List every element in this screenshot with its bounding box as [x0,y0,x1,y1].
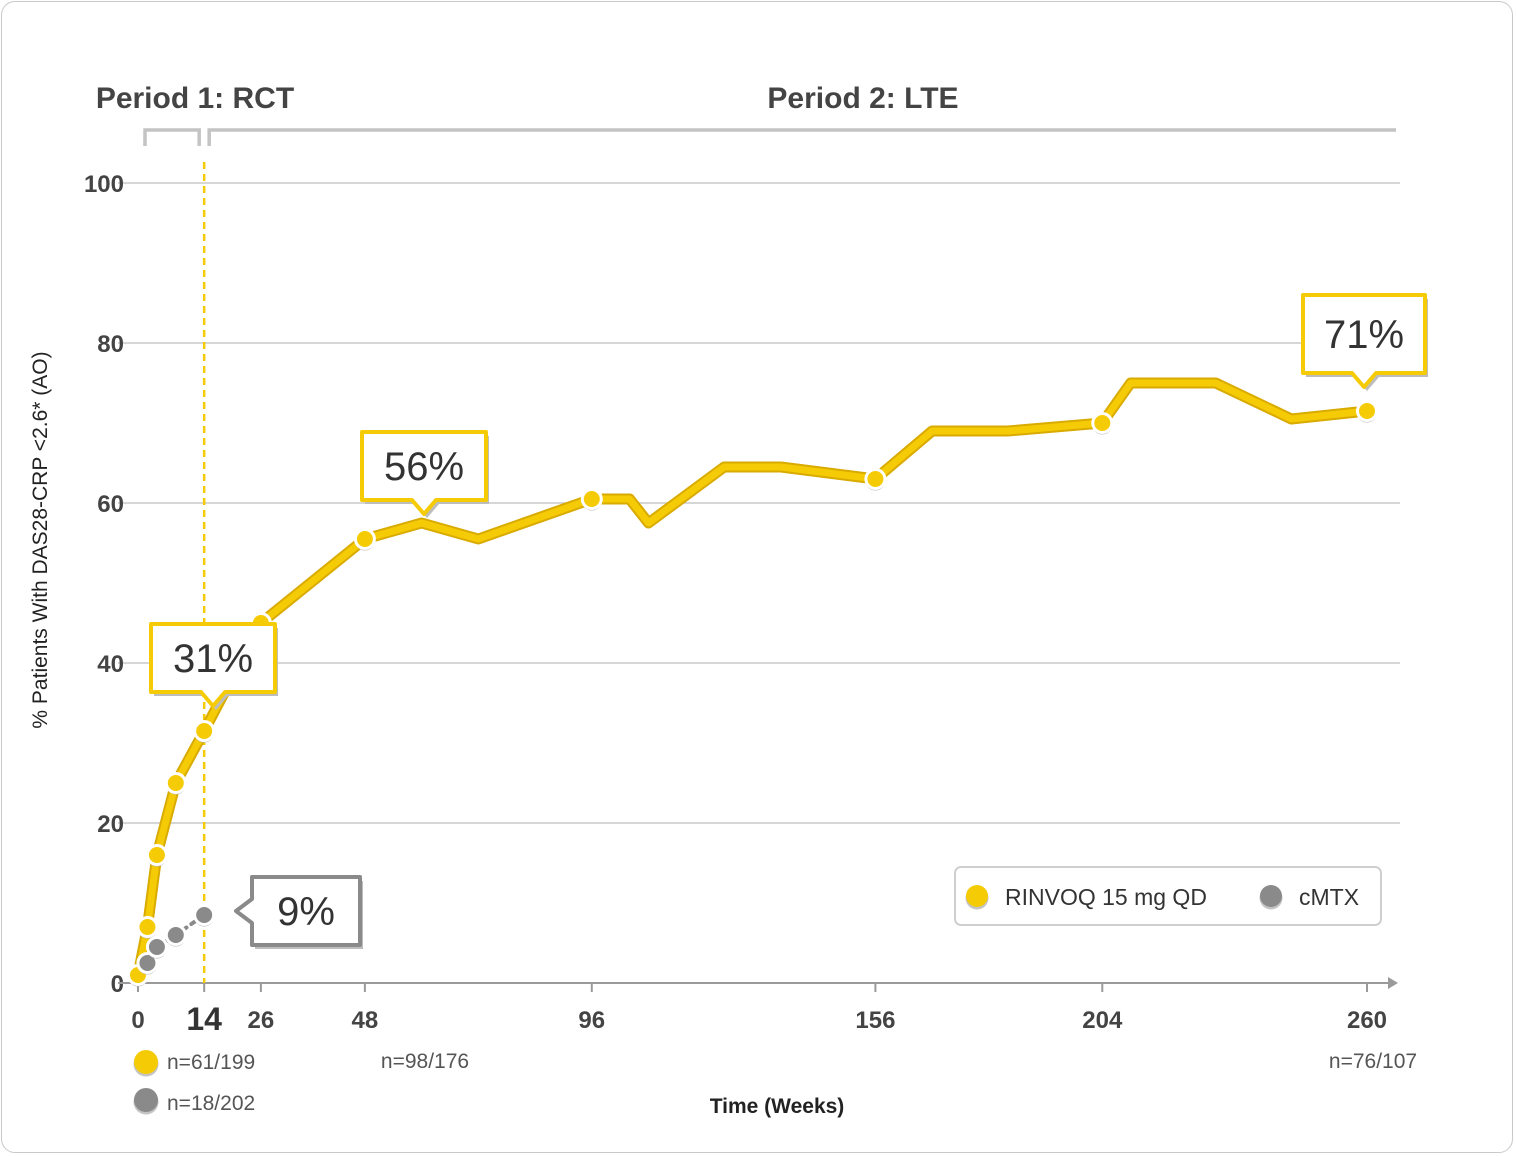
callout-9pct: 9% [234,875,363,949]
n-label: n=98/176 [381,1050,469,1073]
cmtx-point [193,904,216,926]
x-axis-arrow [1388,977,1398,989]
y-tick-label: 60 [97,491,124,518]
callout-box [234,875,362,947]
x-tick-label: 156 [855,1007,895,1034]
callout-text: 9% [277,890,335,934]
n-label: n=76/107 [1329,1050,1417,1073]
rinvoq-point [193,720,216,742]
x-tick-label: 48 [352,1007,379,1034]
callout-31pct: 31% [149,622,278,710]
n-label-dot [134,1088,158,1112]
x-tick-label: 260 [1347,1007,1387,1034]
cmtx-point [145,936,168,958]
period-1-bracket [143,128,201,146]
rinvoq-point [580,488,603,510]
n-label: n=61/199 [167,1051,255,1074]
rinvoq-point [864,468,887,490]
rinvoq-point [145,844,168,866]
x-axis-label: Time (Weeks) [710,1095,845,1118]
callout-box [149,622,277,708]
y-tick-label: 80 [97,331,124,358]
x-tick-label: 0 [131,1007,144,1034]
rinvoq-point [1356,400,1378,422]
y-axis-label: % Patients With DAS28-CRP <2.6* (AO) [29,351,52,728]
period-2-bracket [207,128,1396,146]
legend: RINVOQ 15 mg QD cMTX [954,866,1382,926]
period-2-label: Period 2: LTE [767,82,958,115]
rinvoq-point [1091,412,1114,434]
rinvoq-point [164,772,187,794]
callout-text: 56% [384,445,464,489]
n-label: n=18/202 [167,1092,255,1115]
cmtx-point [164,924,187,946]
period-1-label: Period 1: RCT [96,82,294,115]
callout-text: 31% [173,637,253,681]
rinvoq-point [353,528,376,550]
x-tick-label: 14 [186,1001,222,1037]
y-tick-label: 100 [84,171,124,198]
legend-box [954,866,1382,926]
x-tick-label: 204 [1082,1007,1123,1034]
y-tick-label: 20 [97,811,124,838]
y-tick-label: 40 [97,651,124,678]
rinvoq-point [136,916,159,938]
callout-text: 71% [1324,313,1404,357]
n-label-dot [134,1050,158,1074]
legend-swatch [1260,885,1282,907]
callout-56pct: 56% [360,430,489,518]
y-tick-label: 0 [111,971,124,998]
callout-box [1301,293,1427,389]
legend-label: cMTX [1299,884,1359,910]
legend-label: RINVOQ 15 mg QD [1005,884,1207,910]
callout-box [360,430,488,516]
x-tick-label: 96 [578,1007,605,1034]
legend-swatch [966,885,988,907]
x-tick-label: 26 [248,1007,275,1034]
callout-71pct: 71% [1301,293,1428,391]
cmtx-point [136,952,159,974]
series-line-rinvoq [134,379,1371,979]
